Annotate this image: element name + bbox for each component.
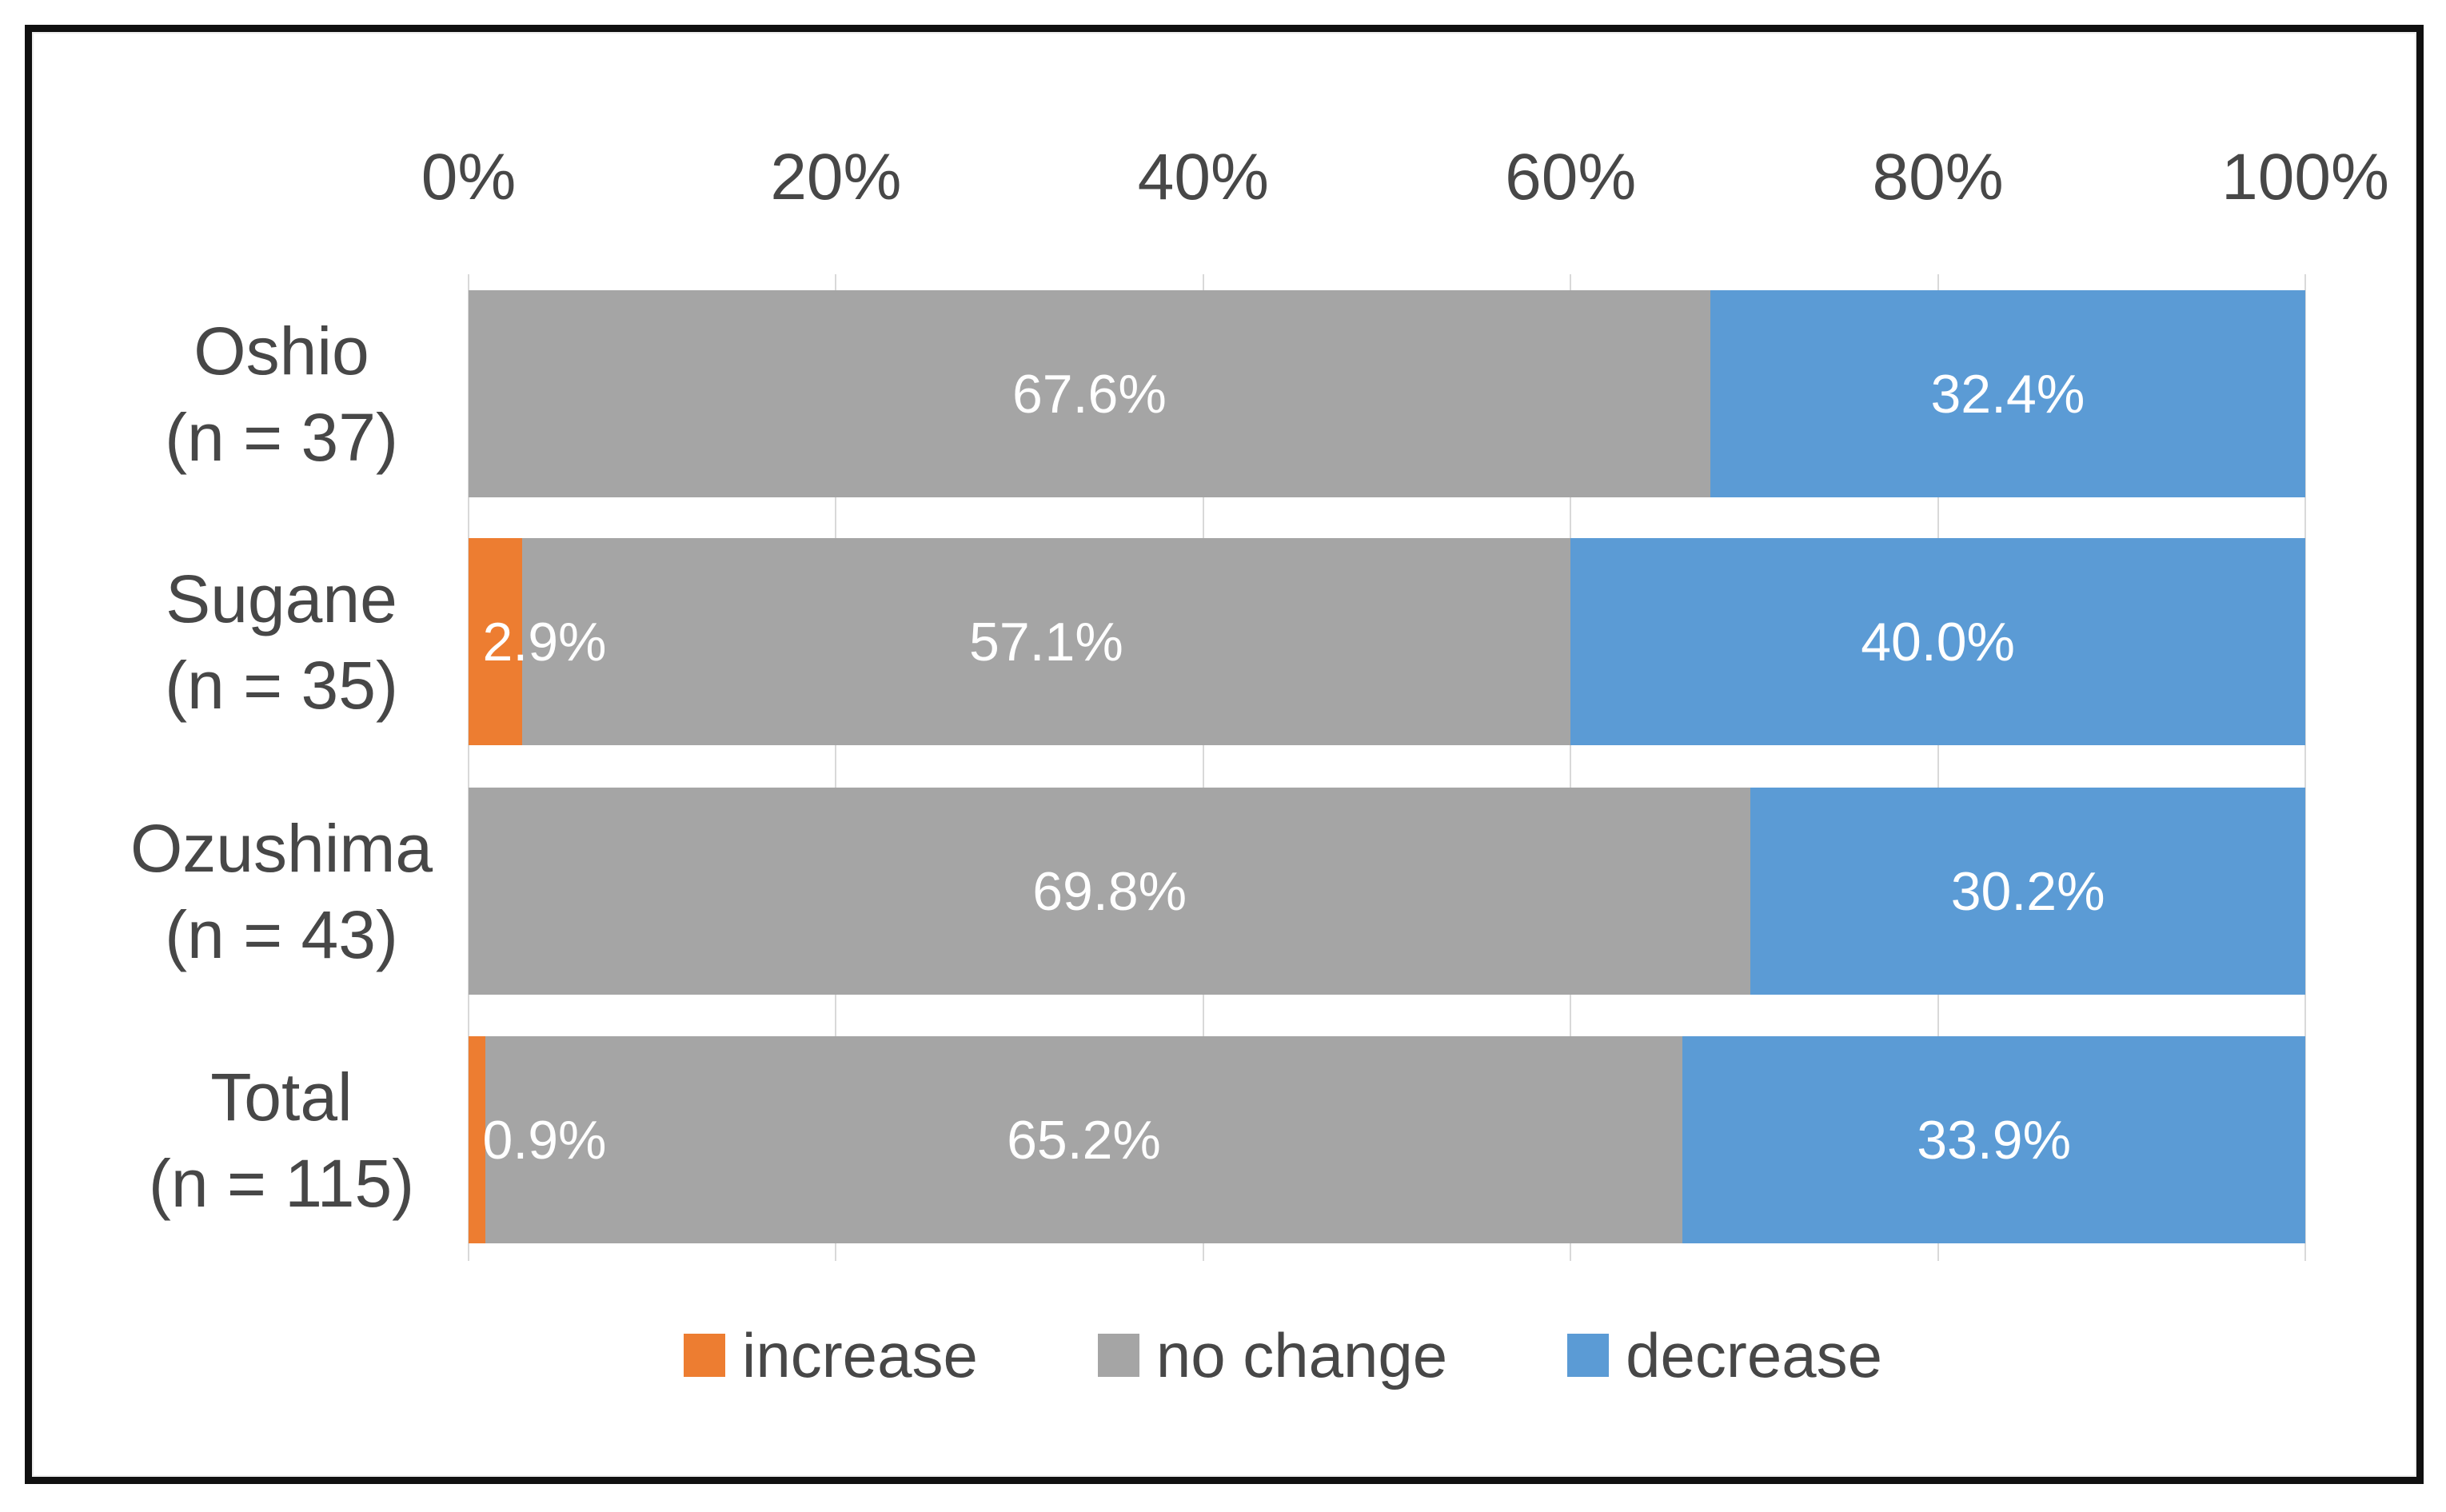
gridline-100: [2304, 274, 2306, 1261]
bar-row-sugane: 2.9% 57.1% 40.0%: [469, 538, 2305, 745]
gridline-0: [468, 274, 469, 1261]
gridline-80: [1937, 274, 1939, 1261]
segment-decrease: [1682, 1036, 2305, 1243]
data-label-no-change: 67.6%: [1012, 363, 1167, 425]
segment-decrease: [1750, 788, 2305, 995]
x-axis-tick-label: 40%: [1137, 141, 1269, 213]
data-label-decrease: 33.9%: [1917, 1109, 2072, 1171]
category-label-sugane: Sugane (n = 35): [165, 556, 398, 728]
x-axis-tick-label: 0%: [421, 141, 517, 213]
legend-swatch-increase-icon: [684, 1334, 725, 1377]
legend-label-increase: increase: [742, 1319, 978, 1390]
data-label-decrease: 32.4%: [1930, 363, 2085, 425]
data-label-decrease: 30.2%: [1950, 860, 2105, 922]
segment-no-change: [521, 538, 1571, 745]
category-name: Ozushima: [130, 810, 433, 886]
bar-row-ozushima: 69.8% 30.2%: [469, 788, 2305, 995]
segment-no-change: [469, 290, 1710, 497]
x-axis-tick-label: 20%: [770, 141, 902, 213]
category-n: (n = 37): [165, 399, 398, 475]
data-label-no-change: 57.1%: [969, 611, 1123, 672]
data-label-decrease: 40.0%: [1861, 611, 2015, 672]
category-label-ozushima: Ozushima (n = 43): [130, 805, 433, 978]
category-name: Total: [210, 1059, 353, 1135]
bar-row-total: 0.9% 65.2% 33.9%: [469, 1036, 2305, 1243]
data-label-no-change: 65.2%: [1007, 1109, 1161, 1171]
gridline-20: [835, 274, 837, 1261]
legend-item-decrease: decrease: [1567, 1319, 1882, 1392]
bar-row-oshio: 67.6% 32.4%: [469, 290, 2305, 497]
segment-no-change: [485, 1036, 1683, 1243]
legend-swatch-decrease-icon: [1567, 1334, 1610, 1377]
category-label-oshio: Oshio (n = 37): [165, 308, 398, 481]
segment-increase: [469, 1036, 485, 1243]
data-label-increase: 2.9%: [482, 611, 607, 672]
category-label-total: Total (n = 115): [149, 1054, 414, 1227]
legend-swatch-no-change-icon: [1097, 1334, 1139, 1377]
gridline-40: [1202, 274, 1204, 1261]
category-n: (n = 43): [165, 896, 398, 972]
legend-item-no-change: no change: [1097, 1319, 1448, 1392]
segment-decrease: [1710, 290, 2305, 497]
segment-decrease: [1570, 538, 2305, 745]
data-label-no-change: 69.8%: [1032, 860, 1187, 922]
legend-item-increase: increase: [684, 1319, 978, 1392]
category-n: (n = 115): [148, 1145, 415, 1221]
x-axis-tick-label: 80%: [1872, 141, 2004, 213]
legend-label-no-change: no change: [1155, 1319, 1448, 1390]
plot-area: 67.6% 32.4% 2.9% 57.1% 40.0% 69.8% 30.2% 0.9% 65…: [468, 274, 2306, 1261]
segment-no-change: [469, 788, 1751, 995]
category-name: Sugane: [166, 561, 397, 636]
legend: increase no change decrease: [684, 1312, 1882, 1398]
x-axis-tick-label: 100%: [2221, 141, 2389, 213]
segment-increase: [469, 538, 522, 745]
category-name: Oshio: [194, 313, 369, 389]
data-label-increase: 0.9%: [482, 1109, 607, 1171]
gridline-60: [1570, 274, 1572, 1261]
legend-label-decrease: decrease: [1626, 1319, 1883, 1390]
category-n: (n = 35): [165, 647, 398, 723]
x-axis-tick-label: 60%: [1505, 141, 1637, 213]
